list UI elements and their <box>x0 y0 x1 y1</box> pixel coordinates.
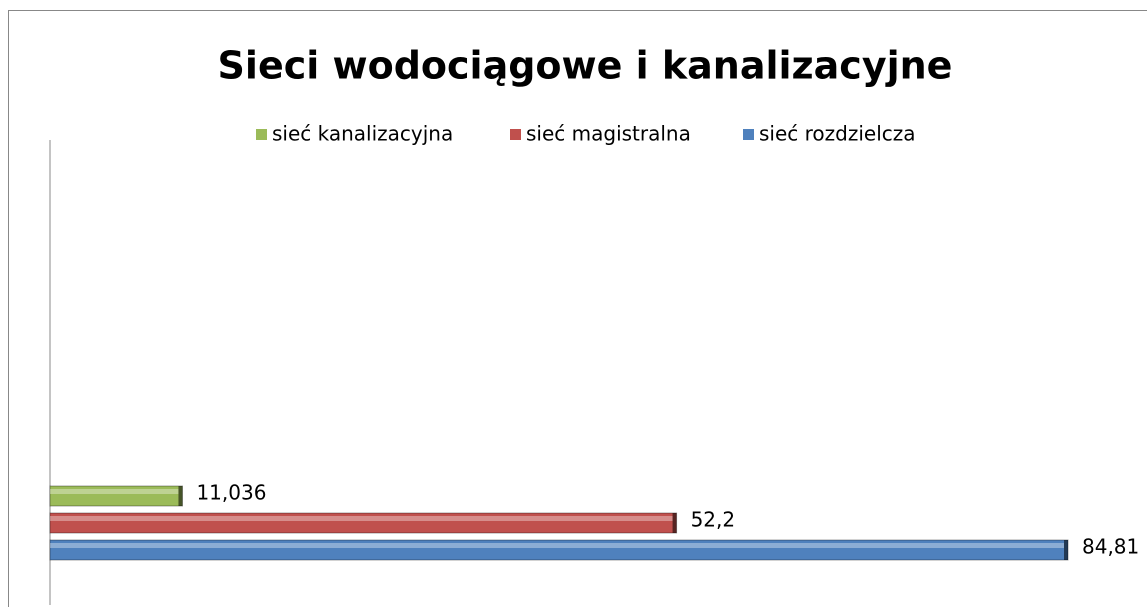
bar-end-cap <box>1064 540 1068 560</box>
bar-highlight <box>50 516 673 521</box>
bar-end-cap <box>672 513 677 533</box>
chart-title: Sieci wodociągowe i kanalizacyjne <box>218 44 953 88</box>
data-label: 11,036 <box>196 481 266 505</box>
data-label: 52,2 <box>691 508 736 532</box>
legend-marker <box>510 129 521 140</box>
chart-frame <box>8 10 1147 607</box>
legend-marker <box>743 129 754 140</box>
legend-label: sieć magistralna <box>526 122 691 146</box>
legend-marker <box>256 129 267 140</box>
legend-label: sieć rozdzielcza <box>759 122 916 146</box>
legend-label: sieć kanalizacyjna <box>272 122 453 146</box>
data-label: 84,81 <box>1082 535 1139 559</box>
bar-end-cap <box>178 486 183 506</box>
bar-highlight <box>50 489 179 494</box>
bar-highlight <box>50 543 1064 548</box>
